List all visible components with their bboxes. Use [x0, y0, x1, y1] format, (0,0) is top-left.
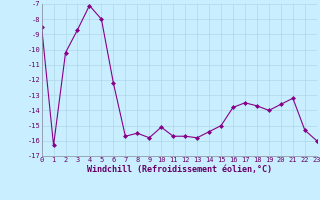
- X-axis label: Windchill (Refroidissement éolien,°C): Windchill (Refroidissement éolien,°C): [87, 165, 272, 174]
